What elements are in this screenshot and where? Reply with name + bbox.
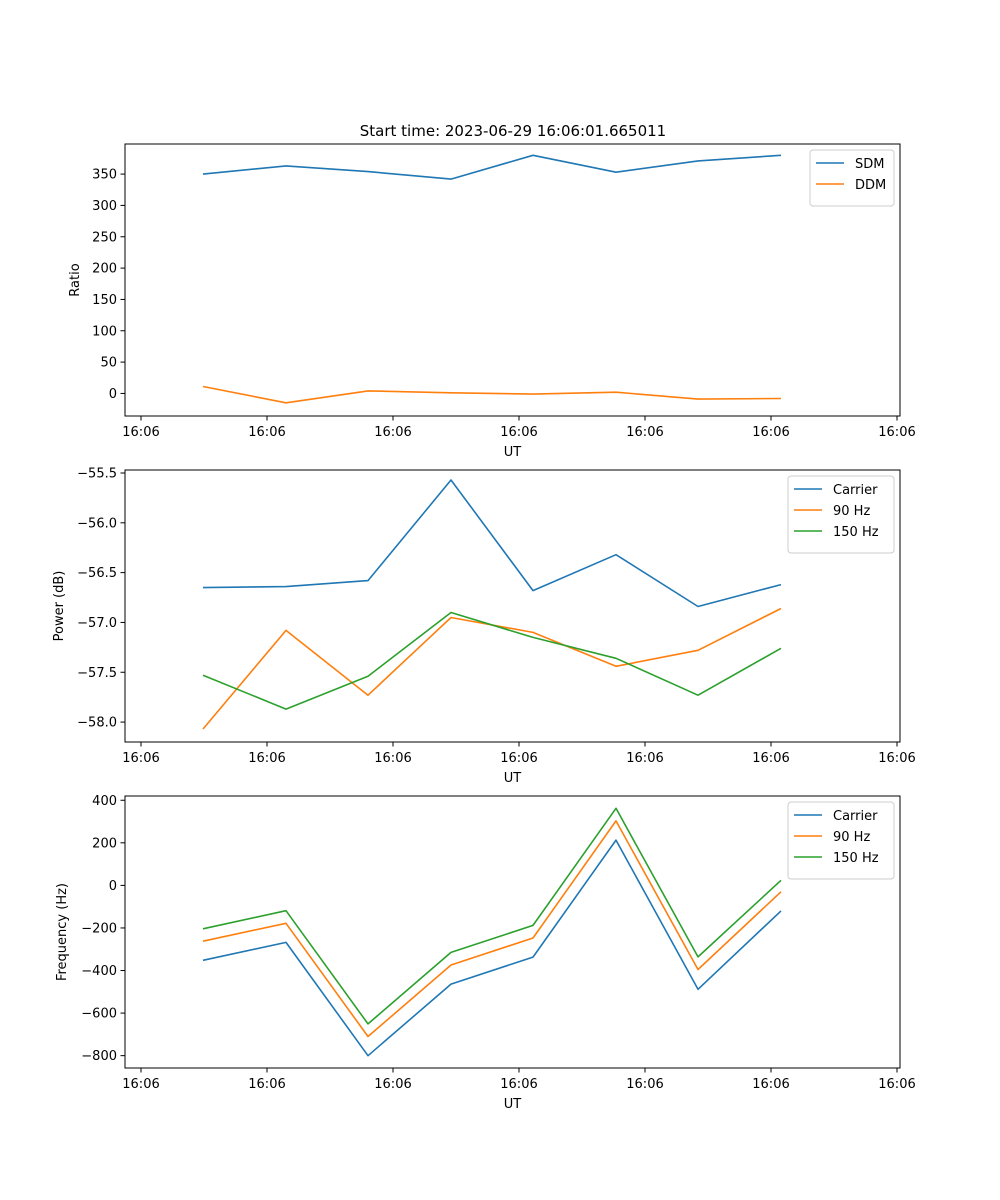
x-tick-label: 16:06: [122, 1077, 159, 1092]
x-tick-label: 16:06: [248, 425, 285, 440]
x-axis-label: UT: [504, 771, 522, 786]
x-tick-label: 16:06: [878, 1077, 915, 1092]
legend: SDM DDM: [809, 149, 895, 207]
legend-box: [787, 801, 895, 880]
subplot-3: 16:06 16:06 16:06 16:06 16:06 16:06 16:06 UT 400…: [55, 794, 916, 1112]
x-tick-label: 16:06: [374, 1077, 411, 1092]
y-axis: 400 200 0 −200 −400 −600 −800 Frequency (Hz): [55, 794, 125, 1064]
x-axis: 16:06 16:06 16:06 16:06 16:06 16:06 16:06 UT: [122, 416, 916, 460]
y-tick-label: −55.5: [77, 466, 117, 481]
y-tick-label: 300: [92, 199, 117, 214]
chart-title: Start time: 2023-06-29 16:06:01.665011: [360, 122, 666, 140]
x-tick-label: 16:06: [500, 751, 537, 766]
subplot-1: 16:06 16:06 16:06 16:06 16:06 16:06 16:06 UT 0 50…: [68, 143, 916, 460]
series-line-carrier: [202, 839, 782, 1057]
y-axis: 0 50 100 150 200 250 300 350 Ratio: [68, 168, 125, 402]
x-tick-label: 16:06: [122, 751, 159, 766]
legend-label: 150 Hz: [833, 851, 879, 866]
x-axis-label: UT: [504, 1097, 522, 1112]
x-tick-label: 16:06: [374, 751, 411, 766]
series-line-ddm: [202, 385, 782, 404]
y-tick-label: −56.5: [77, 566, 117, 581]
y-axis-label: Frequency (Hz): [55, 883, 70, 981]
y-tick-label: 100: [92, 324, 117, 339]
series-line-150-hz: [202, 807, 782, 1025]
y-tick-label: 0: [109, 879, 117, 894]
legend-label: DDM: [855, 178, 886, 193]
y-tick-label: 150: [92, 293, 117, 308]
y-axis-label: Ratio: [68, 263, 83, 296]
series-group: [202, 807, 782, 1057]
x-tick-label: 16:06: [122, 425, 159, 440]
y-tick-label: −58.0: [77, 716, 117, 731]
x-tick-label: 16:06: [626, 425, 663, 440]
x-tick-label: 16:06: [752, 1077, 789, 1092]
x-tick-label: 16:06: [500, 425, 537, 440]
y-tick-label: −600: [81, 1007, 117, 1022]
axes-frame: [124, 795, 901, 1069]
subplot-panels: 16:06 16:06 16:06 16:06 16:06 16:06 16:06 UT 0 50…: [52, 143, 916, 1112]
y-tick-label: −57.0: [77, 616, 117, 631]
x-tick-label: 16:06: [752, 425, 789, 440]
y-axis: −55.5 −56.0 −56.5 −57.0 −57.5 −58.0 Power (dB): [52, 466, 125, 731]
y-tick-label: −800: [81, 1049, 117, 1064]
legend-label: Carrier: [833, 809, 878, 824]
y-tick-label: 200: [92, 836, 117, 851]
subplot-2: 16:06 16:06 16:06 16:06 16:06 16:06 16:06 UT −55…: [52, 466, 916, 786]
y-tick-label: 0: [109, 387, 117, 402]
y-tick-label: −56.0: [77, 516, 117, 531]
x-axis: 16:06 16:06 16:06 16:06 16:06 16:06 16:06 UT: [122, 742, 916, 786]
y-tick-label: −57.5: [77, 666, 117, 681]
y-tick-label: 400: [92, 794, 117, 809]
x-tick-label: 16:06: [626, 751, 663, 766]
legend-label: 90 Hz: [833, 504, 870, 519]
legend-box: [809, 149, 895, 207]
x-tick-label: 16:06: [878, 751, 915, 766]
legend-label: Carrier: [833, 483, 878, 498]
x-tick-label: 16:06: [248, 751, 285, 766]
series-line-carrier: [202, 479, 782, 608]
x-tick-label: 16:06: [248, 1077, 285, 1092]
legend: Carrier 90 Hz 150 Hz: [787, 475, 895, 554]
legend-label: 150 Hz: [833, 525, 879, 540]
x-tick-label: 16:06: [878, 425, 915, 440]
legend-label: SDM: [855, 157, 884, 172]
axes-frame: [124, 469, 901, 743]
x-tick-label: 16:06: [626, 1077, 663, 1092]
y-tick-label: 350: [92, 168, 117, 183]
axes-frame: [124, 143, 901, 417]
x-axis: 16:06 16:06 16:06 16:06 16:06 16:06 16:06 UT: [122, 1068, 916, 1112]
y-tick-label: 200: [92, 262, 117, 277]
legend-box: [787, 475, 895, 554]
x-axis-label: UT: [504, 445, 522, 460]
series-line-150-hz: [202, 611, 782, 710]
series-group: [202, 154, 782, 404]
y-tick-label: 250: [92, 230, 117, 245]
legend-label: 90 Hz: [833, 830, 870, 845]
x-tick-label: 16:06: [752, 751, 789, 766]
series-group: [202, 479, 782, 730]
x-tick-label: 16:06: [500, 1077, 537, 1092]
y-axis-label: Power (dB): [52, 571, 67, 642]
series-line-sdm: [202, 154, 782, 180]
series-line-90-hz: [202, 820, 782, 1038]
x-tick-label: 16:06: [374, 425, 411, 440]
y-tick-label: −400: [81, 964, 117, 979]
y-tick-label: 50: [100, 356, 117, 371]
legend: Carrier 90 Hz 150 Hz: [787, 801, 895, 880]
y-tick-label: −200: [81, 921, 117, 936]
